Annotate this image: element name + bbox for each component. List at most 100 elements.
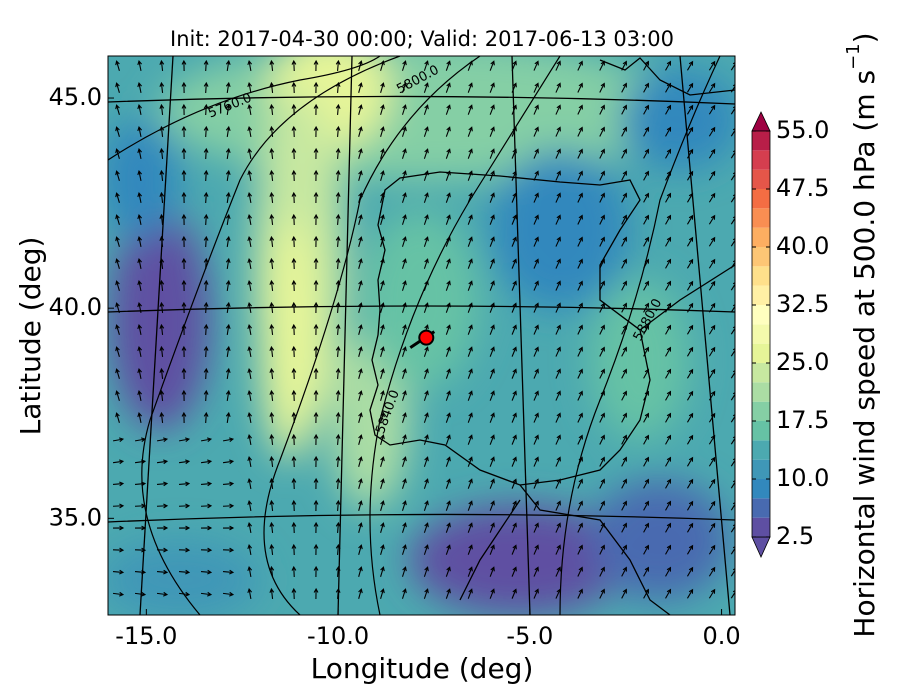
wind-arrow bbox=[445, 346, 451, 357]
wind-arrow bbox=[555, 522, 561, 533]
wind-arrow bbox=[335, 411, 341, 424]
y-axis-label: Latitude (deg) bbox=[14, 237, 47, 436]
wind-arrow bbox=[269, 345, 275, 358]
wind-arrow bbox=[686, 456, 694, 467]
wind-arrow bbox=[159, 257, 165, 270]
wind-arrow bbox=[730, 84, 735, 93]
wind-arrow bbox=[134, 525, 147, 531]
wind-arrow bbox=[555, 434, 561, 445]
wind-arrow bbox=[533, 434, 539, 445]
wind-arrow bbox=[203, 103, 209, 116]
wind-arrow bbox=[599, 434, 605, 445]
wind-arrow bbox=[686, 148, 694, 159]
wind-arrow bbox=[555, 478, 561, 489]
wind-arrow bbox=[708, 324, 716, 335]
wind-arrow bbox=[335, 477, 341, 490]
wind-arrow bbox=[313, 367, 319, 380]
wind-arrow bbox=[291, 433, 297, 446]
wind-arrow bbox=[380, 566, 385, 577]
wind-arrow bbox=[445, 566, 451, 577]
wind-arrow bbox=[291, 125, 297, 138]
wind-arrow bbox=[247, 257, 253, 270]
wind-arrow bbox=[665, 170, 672, 181]
wind-arrow bbox=[445, 500, 451, 511]
wind-arrow bbox=[555, 346, 561, 357]
wind-arrow bbox=[621, 544, 627, 555]
wind-arrow bbox=[247, 345, 253, 358]
wind-arrow bbox=[599, 236, 605, 247]
wind-arrow bbox=[577, 522, 583, 533]
wind-arrow bbox=[291, 235, 297, 248]
wind-arrow bbox=[200, 569, 213, 575]
wind-arrow bbox=[467, 236, 473, 247]
wind-arrow bbox=[247, 587, 253, 600]
wind-arrow bbox=[555, 148, 561, 159]
wind-arrow bbox=[203, 257, 209, 270]
wind-arrow bbox=[621, 412, 627, 423]
wind-arrow bbox=[247, 213, 253, 226]
wind-arrow bbox=[225, 323, 231, 336]
wind-arrow bbox=[159, 345, 165, 358]
wind-arrows bbox=[112, 59, 735, 600]
wind-arrow bbox=[533, 280, 539, 291]
wind-arrow bbox=[203, 389, 209, 402]
wind-arrow bbox=[313, 323, 319, 336]
wind-arrow bbox=[730, 260, 735, 269]
wind-arrow bbox=[115, 170, 120, 181]
wind-arrow bbox=[313, 543, 319, 556]
wind-arrow bbox=[533, 214, 539, 225]
wind-arrow bbox=[178, 569, 191, 575]
wind-arrow bbox=[291, 565, 297, 578]
colorbar-extend-min bbox=[751, 536, 771, 558]
wind-arrow bbox=[269, 455, 275, 468]
wind-arrow bbox=[291, 323, 297, 336]
wind-arrow bbox=[445, 104, 451, 115]
wind-arrow bbox=[467, 566, 473, 577]
wind-arrow bbox=[730, 106, 735, 115]
wind-arrow bbox=[445, 588, 451, 599]
wind-arrow bbox=[665, 456, 672, 467]
wind-arrow bbox=[247, 389, 253, 402]
wind-arrow bbox=[489, 192, 495, 203]
wind-arrow bbox=[489, 60, 495, 71]
wind-arrow bbox=[665, 258, 672, 269]
wind-arrow bbox=[137, 389, 143, 402]
wind-arrow bbox=[269, 235, 275, 248]
wind-arrow bbox=[643, 434, 649, 445]
wind-arrow bbox=[467, 478, 473, 489]
colorbar-tick-label: 40.0 bbox=[776, 232, 829, 260]
wind-arrow bbox=[203, 235, 209, 248]
wind-arrow bbox=[599, 104, 605, 115]
wind-arrow bbox=[200, 459, 213, 465]
wind-arrow bbox=[401, 214, 407, 225]
wind-arrow bbox=[445, 324, 451, 335]
wind-arrow bbox=[247, 301, 253, 314]
wind-arrow bbox=[577, 302, 583, 313]
wind-arrow bbox=[225, 301, 231, 314]
wind-arrow bbox=[730, 62, 735, 71]
wind-arrow bbox=[467, 104, 473, 115]
wind-arrow bbox=[137, 235, 143, 248]
wind-arrow bbox=[665, 390, 672, 401]
wind-arrow bbox=[599, 192, 605, 203]
wind-arrow bbox=[511, 126, 517, 137]
wind-arrow bbox=[621, 588, 627, 599]
wind-arrow bbox=[708, 566, 716, 577]
wind-arrow bbox=[445, 126, 451, 137]
wind-arrow bbox=[156, 459, 169, 465]
wind-arrow bbox=[178, 481, 191, 487]
wind-arrow bbox=[335, 279, 341, 292]
wind-arrow bbox=[577, 280, 583, 291]
wind-arrow bbox=[445, 258, 451, 269]
wind-arrow bbox=[621, 236, 627, 247]
wind-arrow bbox=[686, 170, 694, 181]
wind-arrow bbox=[467, 192, 473, 203]
wind-arrow bbox=[511, 368, 517, 379]
wind-arrow bbox=[665, 192, 672, 203]
wind-arrow bbox=[159, 147, 165, 160]
wind-arrow bbox=[423, 148, 429, 159]
wind-arrow bbox=[489, 214, 495, 225]
wind-arrow bbox=[222, 525, 235, 531]
wind-arrow bbox=[156, 525, 169, 531]
colorbar-tick-label: 10.0 bbox=[776, 464, 829, 492]
